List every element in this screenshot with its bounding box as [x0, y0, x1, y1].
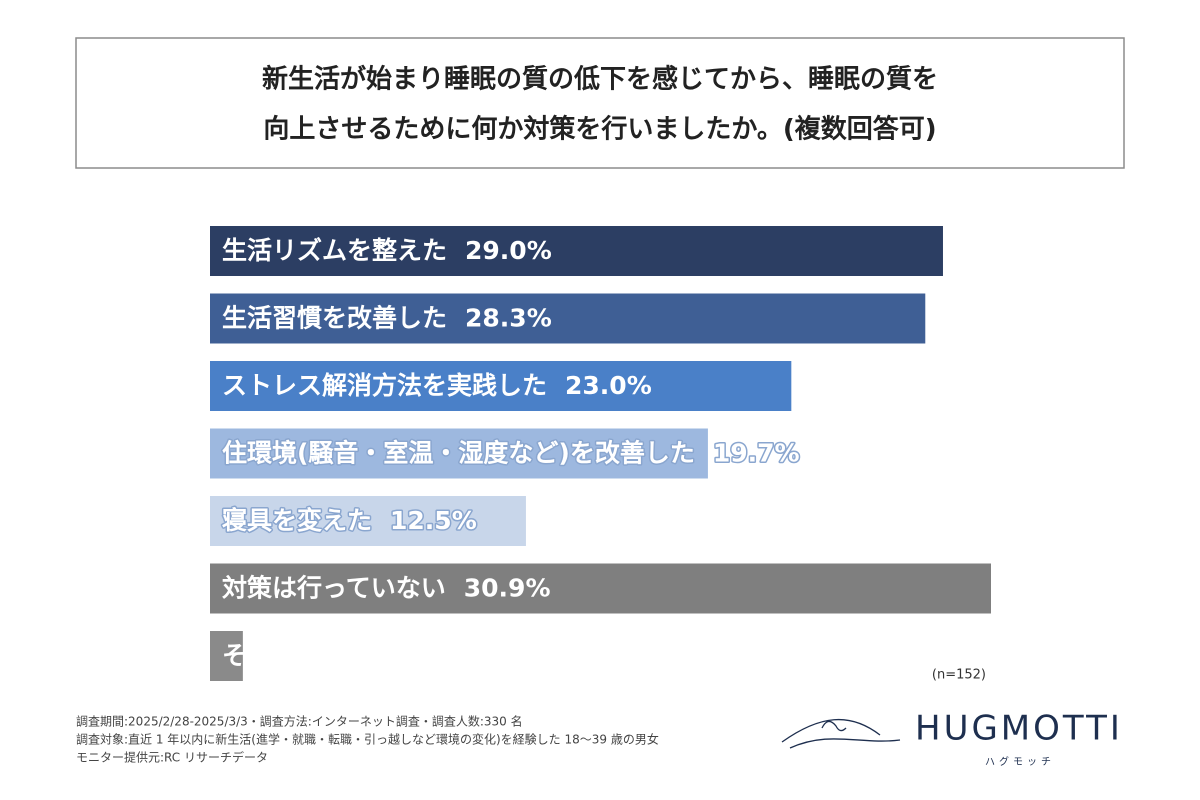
bar — [210, 631, 243, 681]
footer-line: 調査期間:2025/2/28-2025/3/3・調査方法:インターネット調査・調… — [76, 714, 523, 729]
bar-label: 生活リズムを整えた 29.0% — [222, 236, 552, 265]
bar-label: 寝具を変えた 12.5% — [222, 506, 477, 535]
category-label: 住環境(騒音・室温・湿度など)を改善した — [222, 439, 695, 468]
category-label: 寝具を変えた — [222, 506, 372, 535]
value-label: 29.0% — [465, 236, 552, 265]
bar — [210, 293, 926, 344]
chart-title: 向上させるために何か対策を行いましたか。(複数回答可) — [263, 114, 936, 145]
value-label: 1.3% — [315, 641, 384, 670]
bar-label: 生活習慣を改善した 28.3% — [222, 304, 552, 333]
bar-label: 住環境(騒音・室温・湿度など)を改善した 19.7% — [222, 439, 800, 468]
bar — [210, 226, 943, 276]
bar-label: 対策は行っていない 30.9% — [222, 574, 551, 603]
value-label: 19.7% — [713, 439, 800, 468]
sample-note: (n=152) — [932, 668, 986, 683]
category-label: 生活リズムを整えた — [222, 236, 447, 265]
value-label: 23.0% — [565, 371, 652, 400]
bar — [210, 563, 991, 614]
bar — [210, 361, 792, 411]
bar — [210, 428, 708, 479]
logo: HUGMOTTI — [915, 709, 1123, 749]
logo-sub: ハグモッチ — [985, 755, 1055, 768]
category-label: 生活習慣を改善した — [222, 304, 447, 333]
footer-line: 調査対象:直近 1 年以内に新生活(進学・就職・転職・引っ越しなど環境の変化)を… — [76, 732, 659, 747]
bar-label: その他 1.3% — [222, 641, 384, 670]
footer-line: モニター提供元:RC リサーチデータ — [76, 750, 268, 765]
title-box — [75, 37, 1125, 169]
bar-label: ストレス解消方法を実践した 23.0% — [222, 371, 652, 400]
category-label: 対策は行っていない — [222, 574, 446, 603]
value-label: 28.3% — [465, 304, 552, 333]
bar — [210, 496, 526, 546]
chart-title: 新生活が始まり睡眠の質の低下を感じてから、睡眠の質を — [262, 64, 938, 95]
category-label: ストレス解消方法を実践した — [222, 371, 547, 400]
logo-mark — [781, 718, 901, 749]
category-label: その他 — [222, 641, 297, 670]
value-label: 30.9% — [464, 574, 551, 603]
value-label: 12.5% — [390, 506, 477, 535]
